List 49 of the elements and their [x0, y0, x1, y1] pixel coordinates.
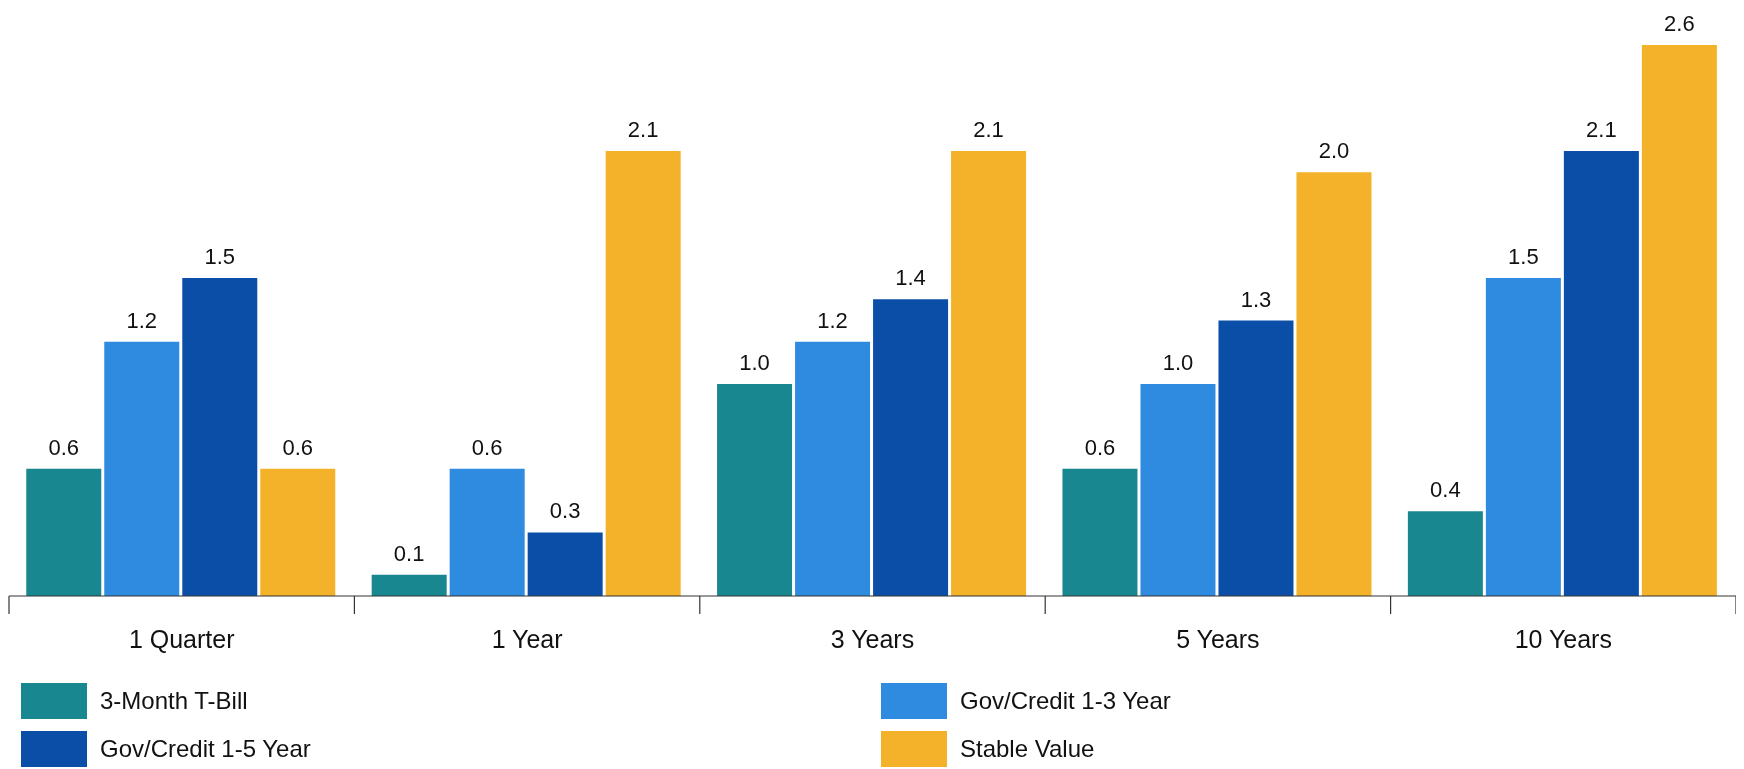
- data-label: 1.2: [817, 307, 848, 333]
- x-tick-label: 5 Years: [1176, 625, 1260, 653]
- bar: [1563, 150, 1639, 596]
- bar: [873, 299, 949, 596]
- bar: [449, 468, 525, 596]
- data-label: 2.6: [1664, 11, 1695, 36]
- data-label: 1.0: [739, 350, 770, 376]
- bar: [1407, 511, 1483, 596]
- data-label: 2.1: [627, 116, 659, 142]
- data-label: 2.0: [1318, 138, 1350, 164]
- legend-label: 3-Month T-Bill: [100, 687, 248, 715]
- x-tick-label: 1 Quarter: [128, 625, 235, 653]
- data-label: 1.2: [126, 307, 158, 333]
- data-label: 2.1: [973, 116, 1004, 142]
- data-label: 0.4: [1430, 477, 1461, 503]
- data-label: 2.1: [1586, 116, 1617, 142]
- bar: [717, 384, 793, 596]
- legend-label: Gov/Credit 1-5 Year: [100, 735, 311, 763]
- bar: [1062, 468, 1138, 596]
- data-label: 0.1: [393, 540, 425, 566]
- bar: [1218, 320, 1294, 596]
- bar: [1140, 384, 1216, 596]
- bar: [527, 532, 603, 596]
- bar: [26, 468, 102, 596]
- x-tick-label: 1 Year: [491, 625, 563, 653]
- data-label: 0.6: [282, 434, 314, 460]
- bar: [182, 278, 258, 596]
- x-tick-label: 10 Years: [1514, 625, 1612, 653]
- data-label: 0.6: [1084, 434, 1116, 460]
- bar: [1296, 172, 1372, 596]
- data-label: 1.5: [204, 244, 236, 270]
- x-tick-label: 3 Years: [830, 625, 915, 653]
- data-label: 1.4: [895, 265, 926, 291]
- bar: [1641, 45, 1717, 596]
- bar: [371, 574, 447, 596]
- bar: [104, 341, 180, 596]
- data-label: 1.0: [1162, 350, 1194, 376]
- bar: [795, 341, 871, 596]
- legend-label: Gov/Credit 1-3 Year: [960, 687, 1171, 715]
- bar: [1485, 278, 1561, 596]
- data-label: 1.3: [1240, 286, 1272, 312]
- bar: [260, 468, 336, 596]
- bar: [605, 150, 681, 596]
- bar: [951, 150, 1027, 596]
- data-label: 0.3: [549, 498, 581, 524]
- data-label: 1.5: [1508, 244, 1539, 270]
- legend-label: Stable Value: [960, 735, 1095, 763]
- data-label: 0.6: [48, 434, 80, 460]
- data-label: 0.6: [471, 434, 503, 460]
